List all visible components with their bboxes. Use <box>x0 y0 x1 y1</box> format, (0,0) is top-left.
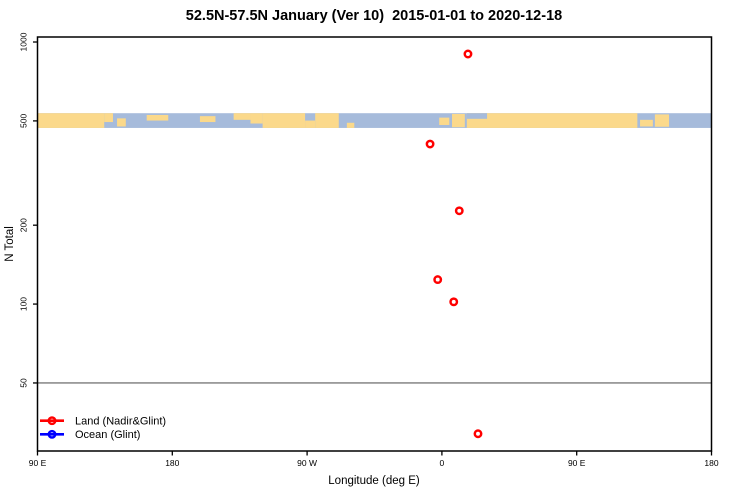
map-band-land-segment <box>199 116 216 123</box>
map-band-land-segment <box>37 113 105 128</box>
y-axis-label: N Total <box>4 226 16 262</box>
map-band-land-segment <box>233 113 251 120</box>
data-point <box>425 139 435 149</box>
x-tick-label: 90 E <box>29 458 47 468</box>
plot-box <box>36 36 713 452</box>
legend-label: Ocean (Glint) <box>75 429 140 441</box>
y-tick-label: 200 <box>19 218 29 232</box>
data-point <box>463 49 473 59</box>
y-tick-label: 500 <box>19 114 29 128</box>
map-band-land-segment <box>346 122 355 128</box>
data-point <box>433 275 443 285</box>
map-band-land-segment <box>117 118 126 127</box>
map-band-land-segment <box>439 117 450 125</box>
x-tick-label: 0 <box>440 458 445 468</box>
map-band-ocean-patch <box>466 113 488 119</box>
data-point <box>454 206 464 216</box>
data-point <box>473 429 483 439</box>
x-axis-label: Longitude (deg E) <box>328 475 420 487</box>
map-band-land-segment <box>315 113 339 128</box>
map-band-land-segment <box>104 113 113 123</box>
map-band-land-segment <box>262 113 306 128</box>
x-tick-label: 90 E <box>568 458 586 468</box>
x-tick-label: 180 <box>165 458 179 468</box>
map-band-land-segment <box>466 113 638 128</box>
legend-label: Land (Nadir&Glint) <box>75 416 166 428</box>
y-tick-label: 1000 <box>19 32 29 51</box>
map-band-land-segment <box>654 114 670 127</box>
map-band-land-segment <box>452 113 465 128</box>
data-point <box>449 297 459 307</box>
legend-marker-circle <box>47 429 57 439</box>
x-tick-label: 90 W <box>297 458 317 468</box>
map-band-land-segment <box>640 119 653 127</box>
legend-marker-circle <box>47 416 57 426</box>
x-tick-label: 180 <box>704 458 718 468</box>
map-band-land-segment <box>250 113 263 124</box>
map-band-land-segment <box>305 120 316 128</box>
y-tick-label: 50 <box>19 378 29 388</box>
chart-title: 52.5N-57.5N January (Ver 10) 2015-01-01 … <box>185 8 563 24</box>
y-tick-label: 100 <box>19 297 29 311</box>
map-band-land-segment <box>146 114 169 121</box>
